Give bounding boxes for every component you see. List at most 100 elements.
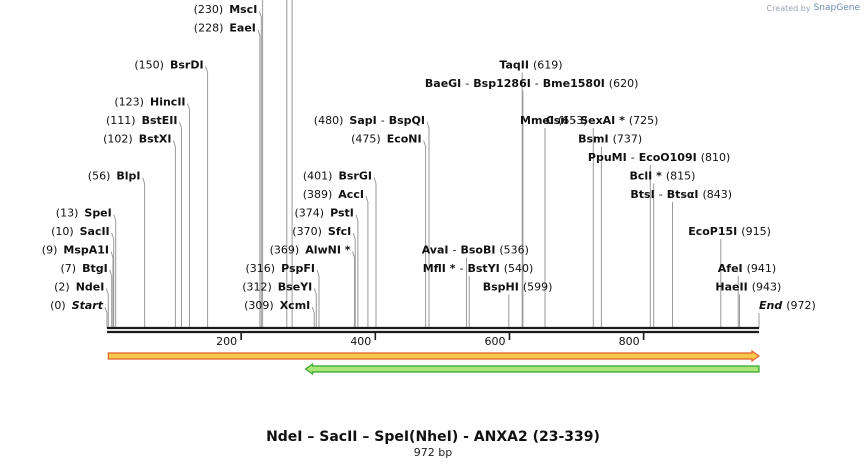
enzyme-separator: - [572,114,576,127]
site-position: (915) [741,225,771,238]
enzyme-name[interactable]: PstI [330,207,354,220]
enzyme-name[interactable]: AfeI [718,262,743,275]
enzyme-name[interactable]: BaeGI [425,77,461,90]
site-connector [426,121,430,129]
enzyme-name[interactable]: Bsp1286I [473,77,531,90]
enzyme-name[interactable]: BtsαI [667,188,699,201]
enzyme-name[interactable]: CsiI [546,114,568,127]
site-lines-layer [104,0,760,328]
enzyme-name[interactable]: BsoBI [461,244,496,257]
enzyme-name[interactable]: SacII [80,225,110,238]
site-connector [355,214,359,221]
site-connector [316,269,320,277]
enzyme-name[interactable]: BsrDI [170,59,204,72]
enzyme-name[interactable]: PpuMI [588,151,627,164]
enzyme-name[interactable]: Bme1580I [543,77,605,90]
enzyme-name[interactable]: XcmI [280,299,311,312]
enzyme-name[interactable]: SexAI * [580,114,625,127]
enzyme-name[interactable]: Start [72,299,104,312]
site-position: (123) [114,96,144,109]
enzyme-name[interactable]: BtsI [630,188,654,201]
enzyme-name[interactable]: End [759,299,782,312]
enzyme-name[interactable]: BstYI [468,262,500,275]
enzyme-name[interactable]: EaeI [229,22,256,35]
enzyme-name[interactable]: AvaI [422,244,449,257]
site-connector [352,251,355,258]
site-connector [109,269,113,277]
backbone-layer [107,326,759,334]
enzyme-name[interactable]: TaqII [499,59,529,72]
site-connector [104,306,108,314]
enzyme-name[interactable]: EcoNI [387,133,422,146]
snapgene-brand: SnapGene [813,3,860,13]
site-position: (56) [88,170,111,183]
enzyme-name[interactable]: BseYI [278,281,312,294]
enzyme-separator: - [631,151,635,164]
enzyme-name[interactable]: MspA1I [63,244,109,257]
site-position: (810) [701,151,731,164]
enzyme-separator: - [659,188,663,201]
enzyme-separator: - [535,77,539,90]
site-position: (228) [194,22,224,35]
site-position: (972) [786,299,816,312]
site-position: (389) [303,188,333,201]
site-position: (111) [106,114,136,127]
map-title: NdeI – SacII – SpeI(NheI) - ANXA2 (23-33… [266,429,600,445]
ruler-tick-label: 800 [619,335,640,348]
site-position: (620) [609,77,639,90]
enzyme-name[interactable]: BspHI [483,281,519,294]
enzyme-name[interactable]: NdeI [76,281,105,294]
snapgene-credit: Created by SnapGene [767,3,860,13]
site-connector [105,288,109,295]
enzyme-name[interactable]: HaeII [715,281,747,294]
enzyme-name[interactable]: BsmI [578,133,609,146]
site-connector [187,103,190,110]
enzyme-name[interactable]: SfcI [328,225,351,238]
site-position: (725) [629,114,659,127]
enzyme-separator: - [465,77,469,90]
site-position: (480) [314,114,344,127]
site-position: (401) [303,170,333,183]
enzyme-name[interactable]: BsrGI [339,170,372,183]
site-connector [142,177,146,184]
site-position: (653) [558,114,588,127]
enzyme-name[interactable]: BtgI [82,262,108,275]
reverse-feature-arrow[interactable] [304,362,760,376]
site-labels-layer: (309) XcmI (312) BseYI(316) PspFI (369) AlwNI … [42,3,816,312]
enzyme-name[interactable]: SpeI [84,207,111,220]
enzyme-name[interactable]: SapI [349,114,376,127]
enzyme-name[interactable]: EcoO109I [639,151,697,164]
enzyme-name[interactable]: BclI * [630,170,663,183]
enzyme-separator: - [381,114,385,127]
enzyme-name[interactable]: EcoP15I [688,225,737,238]
site-position: (7) [61,262,77,275]
enzyme-name[interactable]: BstXI [139,133,172,146]
feature-arrows-layer [107,349,761,376]
site-connector [113,214,117,221]
site-connector [373,177,377,184]
enzyme-name[interactable]: PspFI [281,262,315,275]
site-position: (475) [351,133,381,146]
restriction-map: 200 400 600 800 (309) XcmI (312) BseYI(316) Psp… [42,0,816,376]
site-position: (10) [51,225,74,238]
site-position: (843) [703,188,733,201]
site-connector [352,232,356,240]
enzyme-name[interactable]: MmeI [520,114,554,127]
site-position: (540) [504,262,534,275]
site-position: (102) [103,133,133,146]
enzyme-name[interactable]: BstEII [142,114,178,127]
enzyme-name[interactable]: MscI [229,3,257,16]
enzyme-name[interactable]: AlwNI * [305,244,351,257]
site-position: (941) [747,262,777,275]
site-position: (2) [54,281,70,294]
enzyme-name[interactable]: MflI * [423,262,456,275]
enzyme-name[interactable]: AccI [338,188,364,201]
site-connector [313,288,317,295]
site-position: (309) [244,299,274,312]
forward-feature-arrow[interactable] [107,349,761,363]
enzyme-name[interactable]: HincII [150,96,186,109]
ruler-tick-label: 600 [484,335,505,348]
enzyme-name[interactable]: BlpI [116,170,140,183]
enzyme-name[interactable]: BspQI [389,114,425,127]
ruler-tick-label: 400 [350,335,371,348]
